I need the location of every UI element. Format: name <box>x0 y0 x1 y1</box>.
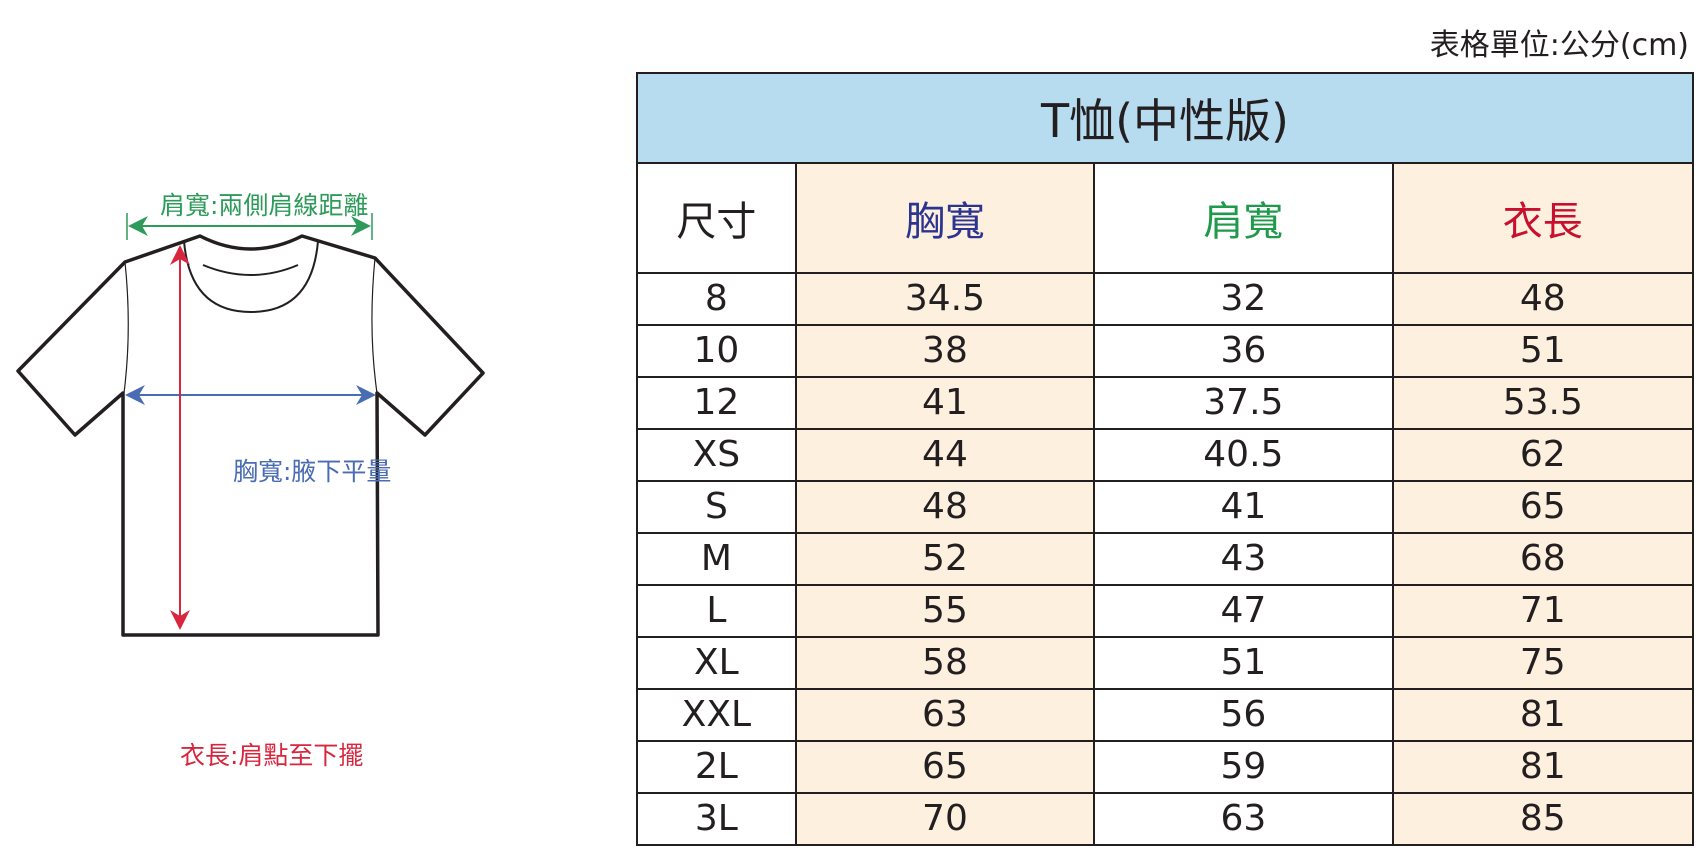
cell-chest: 63 <box>794 688 1096 742</box>
cell-length: 68 <box>1391 532 1695 586</box>
cell-size: XS <box>636 428 797 482</box>
cell-chest: 41 <box>794 376 1096 430</box>
table-row: XXL 63 56 81 <box>636 688 1695 742</box>
cell-size: 10 <box>636 324 797 378</box>
table-row: 2L 65 59 81 <box>636 740 1695 794</box>
cell-length: 53.5 <box>1391 376 1695 430</box>
size-table: T恤(中性版) 尺寸 胸寬 肩寬 衣長 8 34.5 32 48 10 38 36 51 12 4… <box>636 72 1695 846</box>
table-row: XS 44 40.5 62 <box>636 428 1695 482</box>
header-chest: 胸寬 <box>794 162 1096 274</box>
cell-shoulder: 32 <box>1093 272 1394 326</box>
chest-label: 胸寬:腋下平量 <box>233 457 392 486</box>
header-shoulder: 肩寬 <box>1093 162 1394 274</box>
header-row: 尺寸 胸寬 肩寬 衣長 <box>636 162 1695 274</box>
header-size: 尺寸 <box>636 162 797 274</box>
cell-chest: 70 <box>794 792 1096 846</box>
cell-chest: 34.5 <box>794 272 1096 326</box>
cell-chest: 58 <box>794 636 1096 690</box>
cell-chest: 48 <box>794 480 1096 534</box>
cell-shoulder: 63 <box>1093 792 1394 846</box>
cell-length: 51 <box>1391 324 1695 378</box>
cell-size: S <box>636 480 797 534</box>
header-length: 衣長 <box>1391 162 1695 274</box>
cell-shoulder: 59 <box>1093 740 1394 794</box>
cell-size: 8 <box>636 272 797 326</box>
cell-length: 62 <box>1391 428 1695 482</box>
shoulder-label: 肩寬:兩側肩線距離 <box>160 191 369 220</box>
table-row: L 55 47 71 <box>636 584 1695 638</box>
cell-chest: 38 <box>794 324 1096 378</box>
cell-chest: 44 <box>794 428 1096 482</box>
table-row: 3L 70 63 85 <box>636 792 1695 846</box>
table-title: T恤(中性版) <box>636 72 1694 164</box>
cell-shoulder: 41 <box>1093 480 1394 534</box>
cell-length: 85 <box>1391 792 1695 846</box>
table-row: M 52 43 68 <box>636 532 1695 586</box>
cell-length: 81 <box>1391 740 1695 794</box>
collar <box>183 240 319 314</box>
table-row: 8 34.5 32 48 <box>636 272 1695 326</box>
table-row: 12 41 37.5 53.5 <box>636 376 1695 430</box>
cell-length: 65 <box>1391 480 1695 534</box>
cell-length: 48 <box>1391 272 1695 326</box>
cell-length: 81 <box>1391 688 1695 742</box>
cell-size: XL <box>636 636 797 690</box>
tshirt-diagram <box>16 213 485 637</box>
cell-shoulder: 51 <box>1093 636 1394 690</box>
cell-shoulder: 43 <box>1093 532 1394 586</box>
unit-note: 表格單位:公分(cm) <box>1429 28 1689 63</box>
cell-size: 12 <box>636 376 797 430</box>
cell-size: XXL <box>636 688 797 742</box>
cell-shoulder: 36 <box>1093 324 1394 378</box>
cell-length: 71 <box>1391 584 1695 638</box>
cell-shoulder: 40.5 <box>1093 428 1394 482</box>
cell-size: L <box>636 584 797 638</box>
cell-chest: 65 <box>794 740 1096 794</box>
cell-chest: 52 <box>794 532 1096 586</box>
tshirt-outline <box>16 234 485 637</box>
cell-shoulder: 56 <box>1093 688 1394 742</box>
cell-length: 75 <box>1391 636 1695 690</box>
table-row: S 48 41 65 <box>636 480 1695 534</box>
cell-size: M <box>636 532 797 586</box>
length-label: 衣長:肩點至下擺 <box>180 741 364 770</box>
cell-size: 3L <box>636 792 797 846</box>
table-row: 10 38 36 51 <box>636 324 1695 378</box>
cell-chest: 55 <box>794 584 1096 638</box>
table-row: XL 58 51 75 <box>636 636 1695 690</box>
cell-size: 2L <box>636 740 797 794</box>
cell-shoulder: 47 <box>1093 584 1394 638</box>
cell-shoulder: 37.5 <box>1093 376 1394 430</box>
